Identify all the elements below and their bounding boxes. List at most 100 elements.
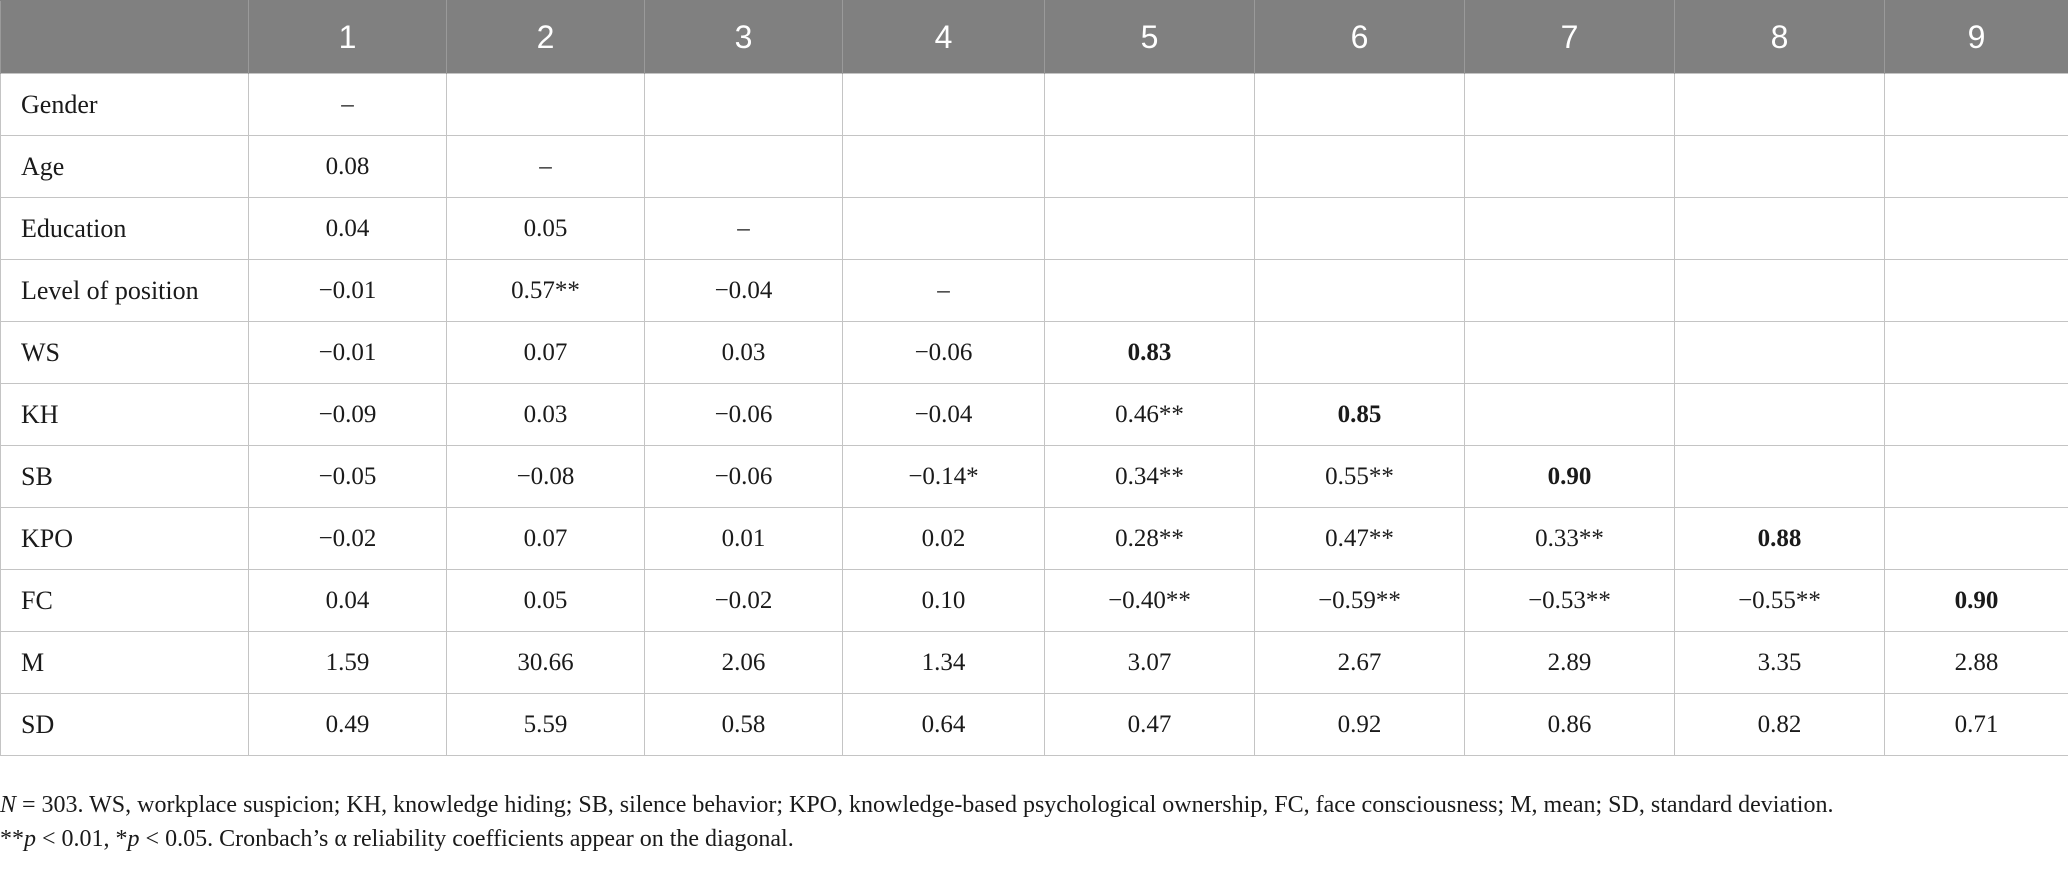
row-label: M bbox=[0, 631, 249, 694]
table-cell: 2.67 bbox=[1254, 631, 1465, 694]
column-header: 4 bbox=[842, 0, 1045, 74]
table-cell bbox=[842, 197, 1045, 260]
table-cell bbox=[1884, 507, 2068, 570]
footnote-line-2: **p < 0.01, *p < 0.05. Cronbach’s α reli… bbox=[0, 822, 2060, 856]
table-cell: 0.33** bbox=[1464, 507, 1675, 570]
table-cell: – bbox=[842, 259, 1045, 322]
table-cell bbox=[1464, 259, 1675, 322]
table-cell: 5.59 bbox=[446, 693, 645, 756]
table-cell: 0.71 bbox=[1884, 693, 2068, 756]
table-cell: 0.07 bbox=[446, 321, 645, 384]
table-cell bbox=[1254, 321, 1465, 384]
table-cell: 0.05 bbox=[446, 197, 645, 260]
table-cell: 0.02 bbox=[842, 507, 1045, 570]
table-cell bbox=[1464, 135, 1675, 198]
table-cell bbox=[1884, 197, 2068, 260]
column-header: 9 bbox=[1884, 0, 2068, 74]
table-row: WS −0.01 0.07 0.03 −0.06 0.83 bbox=[0, 321, 2068, 384]
table-cell: 0.58 bbox=[644, 693, 843, 756]
table-cell: −0.06 bbox=[644, 383, 843, 446]
table-cell: – bbox=[446, 135, 645, 198]
footnote-abbreviations: = 303. WS, workplace suspicion; KH, know… bbox=[16, 792, 1834, 818]
table-cell: – bbox=[248, 73, 447, 136]
table-cell: 0.90 bbox=[1464, 445, 1675, 508]
table-cell: 0.47 bbox=[1044, 693, 1255, 756]
table-cell: 30.66 bbox=[446, 631, 645, 694]
column-header: 6 bbox=[1254, 0, 1465, 74]
row-label: Gender bbox=[0, 73, 249, 136]
table-body: Gender – Age 0.08– Education 0.04 0.05– Level o… bbox=[0, 73, 2068, 756]
row-label: Level of position bbox=[0, 259, 249, 322]
table-cell: 0.92 bbox=[1254, 693, 1465, 756]
table-cell bbox=[1254, 73, 1465, 136]
table-cell: 0.55** bbox=[1254, 445, 1465, 508]
table-cell: 0.83 bbox=[1044, 321, 1255, 384]
table-cell: −0.14* bbox=[842, 445, 1045, 508]
table-cell: −0.04 bbox=[842, 383, 1045, 446]
table-cell bbox=[1884, 321, 2068, 384]
footnote-sig-prefix: ** bbox=[0, 826, 24, 852]
table-cell: −0.02 bbox=[248, 507, 447, 570]
table-cell bbox=[1884, 259, 2068, 322]
table-cell: −0.08 bbox=[446, 445, 645, 508]
table-cell: 0.57** bbox=[446, 259, 645, 322]
table-cell: 1.34 bbox=[842, 631, 1045, 694]
table-cell bbox=[644, 135, 843, 198]
table-cell bbox=[1044, 197, 1255, 260]
table-cell bbox=[1254, 259, 1465, 322]
table-cell bbox=[1674, 197, 1885, 260]
table-cell: 0.05 bbox=[446, 569, 645, 632]
table-cell: −0.53** bbox=[1464, 569, 1675, 632]
table-cell bbox=[842, 135, 1045, 198]
table-cell: 0.88 bbox=[1674, 507, 1885, 570]
table-cell: 2.88 bbox=[1884, 631, 2068, 694]
table-cell bbox=[1674, 259, 1885, 322]
table-cell bbox=[644, 73, 843, 136]
table-cell bbox=[1674, 445, 1885, 508]
table-cell: 2.06 bbox=[644, 631, 843, 694]
column-header: 3 bbox=[644, 0, 843, 74]
column-header: 7 bbox=[1464, 0, 1675, 74]
table-row: FC 0.04 0.05 −0.02 0.10 −0.40** −0.59** −0.53**… bbox=[0, 569, 2068, 632]
table-cell bbox=[1674, 321, 1885, 384]
footnote-n-symbol: N bbox=[0, 792, 17, 818]
column-header: 2 bbox=[446, 0, 645, 74]
table-cell: −0.02 bbox=[644, 569, 843, 632]
table-cell bbox=[1044, 73, 1255, 136]
table-row: M 1.59 30.66 2.06 1.34 3.07 2.67 2.89 3.35 2.88 bbox=[0, 631, 2068, 694]
table-row: Age 0.08– bbox=[0, 135, 2068, 198]
table-cell: −0.06 bbox=[842, 321, 1045, 384]
table-cell: 0.01 bbox=[644, 507, 843, 570]
table-cell: −0.04 bbox=[644, 259, 843, 322]
row-label: SD bbox=[0, 693, 249, 756]
row-label: WS bbox=[0, 321, 249, 384]
table-cell: 0.85 bbox=[1254, 383, 1465, 446]
table-footnote: N = 303. WS, workplace suspicion; KH, kn… bbox=[0, 788, 2060, 856]
table-cell: 0.64 bbox=[842, 693, 1045, 756]
table-row: KPO −0.02 0.07 0.01 0.02 0.28** 0.47** 0.33** 0.… bbox=[0, 507, 2068, 570]
table-cell bbox=[1464, 321, 1675, 384]
table-cell: −0.05 bbox=[248, 445, 447, 508]
footnote-p-symbol: p bbox=[24, 826, 36, 852]
table-cell bbox=[1044, 259, 1255, 322]
table-cell bbox=[1884, 445, 2068, 508]
table-cell bbox=[446, 73, 645, 136]
table-cell: 0.34** bbox=[1044, 445, 1255, 508]
table-cell: −0.40** bbox=[1044, 569, 1255, 632]
table-cell: 0.03 bbox=[644, 321, 843, 384]
table-cell bbox=[1254, 135, 1465, 198]
footnote-sig-005-and-note: < 0.05. Cronbach’s α reliability coeffic… bbox=[139, 826, 794, 852]
table-cell: 0.07 bbox=[446, 507, 645, 570]
table-cell: −0.01 bbox=[248, 259, 447, 322]
footnote-sig-001: < 0.01, * bbox=[36, 826, 128, 852]
header-corner-cell bbox=[0, 0, 249, 74]
table-cell bbox=[842, 73, 1045, 136]
table-cell: −0.06 bbox=[644, 445, 843, 508]
row-label: KH bbox=[0, 383, 249, 446]
row-label: Education bbox=[0, 197, 249, 260]
table-cell bbox=[1674, 73, 1885, 136]
